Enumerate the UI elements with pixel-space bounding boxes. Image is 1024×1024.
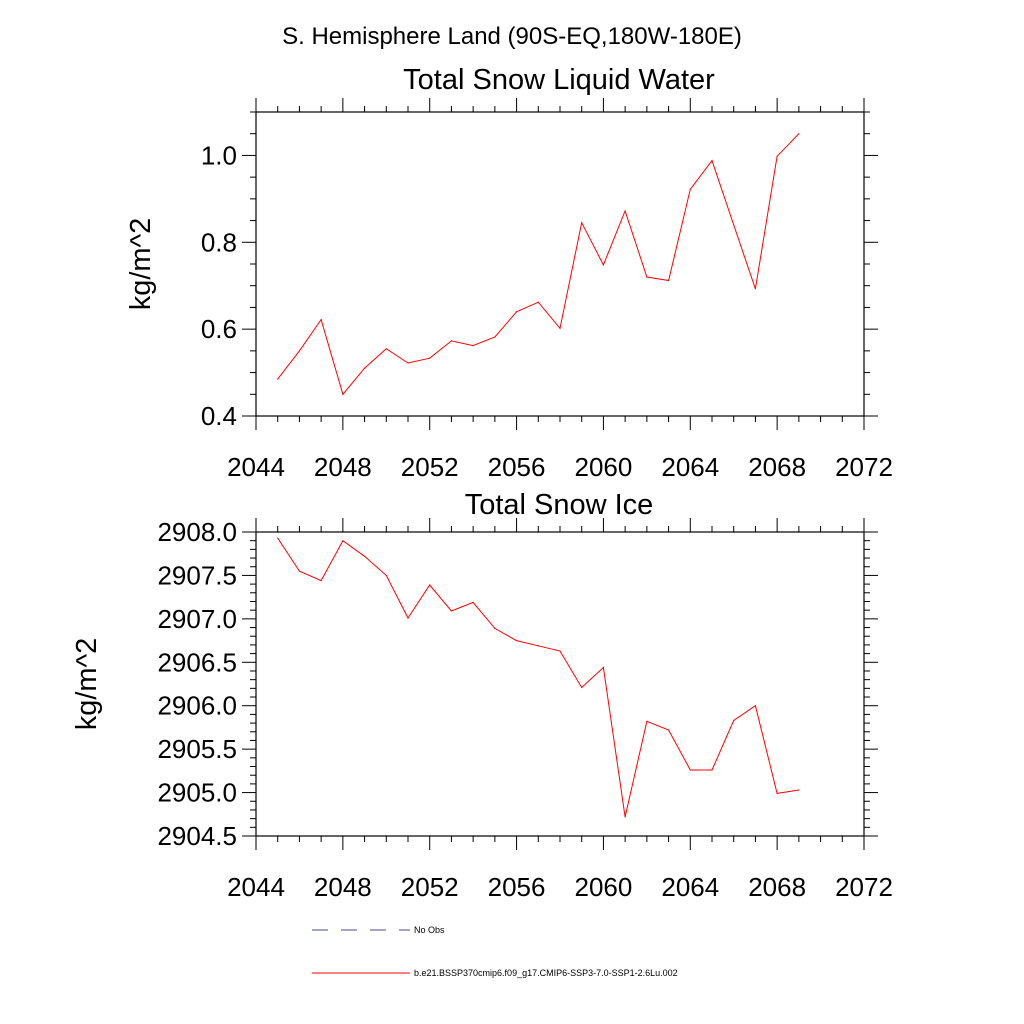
x-tick-label: 2060 <box>575 872 633 902</box>
x-tick-label: 2060 <box>575 452 633 482</box>
y-tick-label: 2907.0 <box>157 604 237 634</box>
y-tick-label: 0.8 <box>201 227 237 257</box>
x-tick-label: 2052 <box>401 452 459 482</box>
x-tick-label: 2044 <box>227 452 285 482</box>
data-point <box>559 327 561 329</box>
x-tick-label: 2044 <box>227 872 285 902</box>
y-tick-label: 0.6 <box>201 314 237 344</box>
data-point <box>429 584 431 586</box>
data-point <box>559 650 561 652</box>
data-point <box>515 639 518 642</box>
data-point <box>472 345 474 347</box>
series-line <box>277 133 800 396</box>
data-point <box>798 133 800 135</box>
figure-title: S. Hemisphere Land (90S-EQ,180W-180E) <box>282 23 742 50</box>
legend-label-model: b.e21.BSSP370cmip6.f09_g17.CMIP6-SSP3-7.… <box>414 968 678 978</box>
y-tick-label: 2908.0 <box>157 517 237 547</box>
data-point <box>450 610 453 612</box>
data-point <box>277 537 279 539</box>
data-point <box>298 350 301 352</box>
data-point <box>385 348 387 350</box>
data-point <box>429 357 431 359</box>
chart-2-plot: 2044 2048 2052 2056 2060 2064 2068 2072 2904.5 29… <box>157 517 892 902</box>
x-tick-label: 2072 <box>835 452 893 482</box>
x-tick-label: 2064 <box>661 872 719 902</box>
y-tick-label: 1.0 <box>201 140 237 170</box>
data-point <box>689 188 691 190</box>
chart-1-plot: 2044 2048 2052 2056 2060 2064 2068 2072 0.4 0.6 0.… <box>201 98 893 482</box>
x-tick-label: 2052 <box>401 872 459 902</box>
data-point <box>733 224 735 226</box>
data-point <box>298 570 301 572</box>
data-point <box>733 719 735 722</box>
y-tick-label: 2904.5 <box>157 821 237 851</box>
data-point <box>646 720 648 722</box>
data-point <box>494 336 496 338</box>
data-point <box>385 574 387 577</box>
x-tick-label: 2056 <box>488 872 546 902</box>
data-point <box>407 362 409 364</box>
data-point <box>754 288 757 290</box>
series-line <box>277 537 799 818</box>
y-tick-label: 2905.0 <box>157 778 237 808</box>
data-point <box>581 222 583 224</box>
data-point <box>754 705 757 707</box>
chart-1-ylabel: kg/m^2 <box>125 218 157 311</box>
x-tick-label: 2056 <box>488 452 546 482</box>
data-point <box>537 301 539 303</box>
data-point <box>624 816 626 818</box>
data-point <box>320 580 322 582</box>
data-point <box>277 378 279 380</box>
data-point <box>407 617 409 619</box>
data-point <box>537 645 539 647</box>
chart-2-title: Total Snow Ice <box>465 489 654 521</box>
chart-liquid-water: Total Snow Liquid Water kg/m^2 2044 2048 2… <box>125 64 893 482</box>
data-point <box>494 627 496 630</box>
data-point <box>515 311 518 313</box>
plot-frame <box>255 531 865 837</box>
data-point <box>363 367 366 369</box>
data-point <box>602 264 605 266</box>
data-point <box>581 686 583 689</box>
data-point <box>624 210 626 212</box>
data-point <box>798 789 800 791</box>
data-point <box>667 279 670 282</box>
data-point <box>363 555 366 557</box>
data-point <box>320 318 322 321</box>
data-point <box>646 276 648 278</box>
chart-2-ylabel: kg/m^2 <box>71 638 103 731</box>
chart-1-title: Total Snow Liquid Water <box>403 64 715 96</box>
data-point <box>711 769 713 771</box>
data-point <box>689 769 691 771</box>
y-tick-label: 0.4 <box>201 401 237 431</box>
data-point <box>711 160 713 162</box>
x-tick-label: 2048 <box>314 452 372 482</box>
data-point <box>776 792 778 795</box>
data-point <box>342 540 344 542</box>
data-point <box>667 729 670 731</box>
data-point <box>342 393 344 395</box>
plot-frame <box>255 111 865 417</box>
legend-label-no-obs: No Obs <box>414 925 445 935</box>
data-point <box>450 340 453 342</box>
y-tick-label: 2905.5 <box>157 734 237 764</box>
y-tick-label: 2906.0 <box>157 691 237 721</box>
chart-snow-ice: Total Snow Ice kg/m^2 2044 2048 2052 2056 20… <box>71 489 893 902</box>
data-point <box>776 155 778 157</box>
x-tick-label: 2068 <box>748 872 806 902</box>
y-tick-label: 2907.5 <box>157 560 237 590</box>
data-point <box>472 601 474 603</box>
x-tick-label: 2064 <box>661 452 719 482</box>
data-point <box>602 666 605 669</box>
x-tick-label: 2048 <box>314 872 372 902</box>
y-tick-label: 2906.5 <box>157 647 237 677</box>
x-tick-label: 2068 <box>748 452 806 482</box>
legend: No Obs b.e21.BSSP370cmip6.f09_g17.CMIP6-… <box>312 925 678 978</box>
x-tick-label: 2072 <box>835 872 893 902</box>
